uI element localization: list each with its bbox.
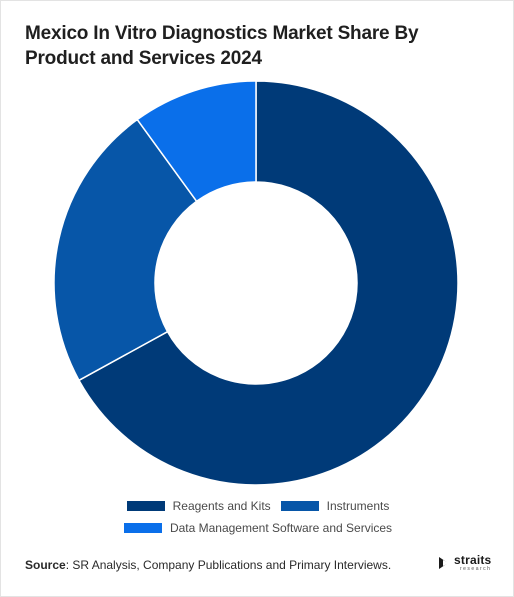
source-text: : SR Analysis, Company Publications and … bbox=[65, 558, 392, 572]
legend-item-data-management[interactable]: Data Management Software and Services bbox=[123, 521, 393, 535]
donut-slice-reagents-and-kits[interactable] bbox=[77, 80, 459, 486]
legend-swatch-instruments bbox=[280, 501, 319, 511]
legend-item-instruments[interactable]: Instruments bbox=[280, 499, 390, 513]
legend-row-1: Reagents and Kits Instruments bbox=[1, 495, 514, 517]
donut-slice-instruments[interactable] bbox=[53, 118, 198, 382]
chart-legend: Reagents and Kits Instruments Data Manag… bbox=[1, 495, 514, 539]
legend-label-instruments: Instruments bbox=[326, 499, 390, 513]
donut-slice-data-management-software-and-services[interactable] bbox=[136, 80, 257, 203]
logo-sub: research bbox=[459, 566, 492, 572]
legend-row-2: Data Management Software and Services bbox=[1, 517, 514, 539]
legend-label-data-management: Data Management Software and Services bbox=[169, 521, 393, 535]
chart-title: Mexico In Vitro Diagnostics Market Share… bbox=[25, 23, 419, 69]
legend-swatch-reagents bbox=[126, 501, 165, 511]
logo-word: straits bbox=[454, 553, 492, 567]
donut-chart bbox=[53, 80, 459, 486]
legend-item-reagents[interactable]: Reagents and Kits bbox=[126, 499, 271, 513]
source-label: Source bbox=[25, 558, 66, 572]
legend-label-reagents: Reagents and Kits bbox=[172, 499, 271, 513]
legend-swatch-data-management bbox=[123, 523, 162, 533]
straits-research-logo: straits research bbox=[437, 551, 497, 575]
source-note: Source: SR Analysis, Company Publication… bbox=[25, 558, 391, 572]
logo-text: straits research bbox=[454, 554, 491, 572]
straits-logo-icon bbox=[439, 557, 449, 569]
